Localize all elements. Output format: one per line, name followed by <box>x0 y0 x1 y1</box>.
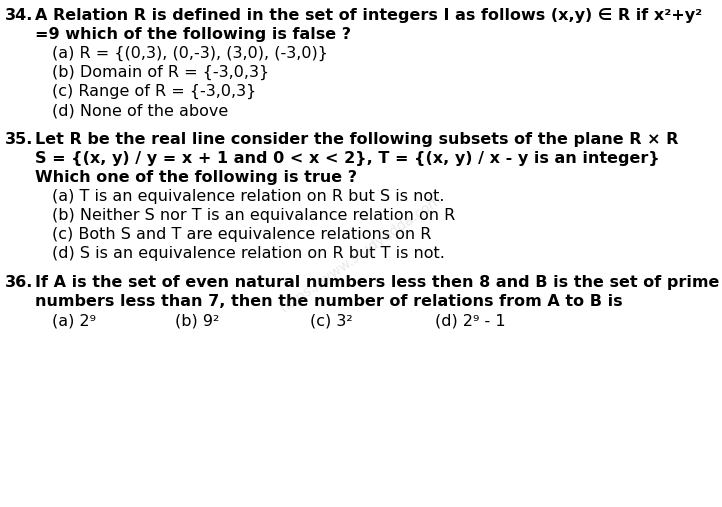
Text: 34.: 34. <box>5 8 33 23</box>
Text: (c) Both S and T are equivalence relations on R: (c) Both S and T are equivalence relatio… <box>52 227 431 242</box>
Text: (d) S is an equivalence relation on R but T is not.: (d) S is an equivalence relation on R bu… <box>52 246 445 261</box>
Text: (b) 9²: (b) 9² <box>175 313 219 328</box>
Text: (d) 2⁹ - 1: (d) 2⁹ - 1 <box>435 313 505 328</box>
Text: numbers less than 7, then the number of relations from A to B is: numbers less than 7, then the number of … <box>35 294 622 309</box>
Text: (c) Range of R = {-3,0,3}: (c) Range of R = {-3,0,3} <box>52 84 256 99</box>
Text: S = {(x, y) / y = x + 1 and 0 < x < 2}, T = {(x, y) / x - y is an integer}: S = {(x, y) / y = x + 1 and 0 < x < 2}, … <box>35 151 660 166</box>
Text: A Relation R is defined in the set of integers I as follows (x,y) ∈ R if x²+y²: A Relation R is defined in the set of in… <box>35 8 702 23</box>
Text: If A is the set of even natural numbers less then 8 and B is the set of prime: If A is the set of even natural numbers … <box>35 275 719 290</box>
Text: https://www.studyadda.com: https://www.studyadda.com <box>277 192 445 315</box>
Text: Let R be the real line consider the following subsets of the plane R × R: Let R be the real line consider the foll… <box>35 132 679 147</box>
Text: 36.: 36. <box>5 275 33 290</box>
Text: (c) 3²: (c) 3² <box>310 313 352 328</box>
Text: 35.: 35. <box>5 132 33 147</box>
Text: (b) Neither S nor T is an equivalance relation on R: (b) Neither S nor T is an equivalance re… <box>52 208 456 223</box>
Text: Which one of the following is true ?: Which one of the following is true ? <box>35 170 357 185</box>
Text: (a) 2⁹: (a) 2⁹ <box>52 313 96 328</box>
Text: (a) R = {(0,3), (0,-3), (3,0), (-3,0)}: (a) R = {(0,3), (0,-3), (3,0), (-3,0)} <box>52 46 328 61</box>
Text: (b) Domain of R = {-3,0,3}: (b) Domain of R = {-3,0,3} <box>52 65 269 80</box>
Text: =9 which of the following is false ?: =9 which of the following is false ? <box>35 27 351 42</box>
Text: (d) None of the above: (d) None of the above <box>52 103 228 118</box>
Text: (a) T is an equivalence relation on R but S is not.: (a) T is an equivalence relation on R bu… <box>52 189 445 204</box>
